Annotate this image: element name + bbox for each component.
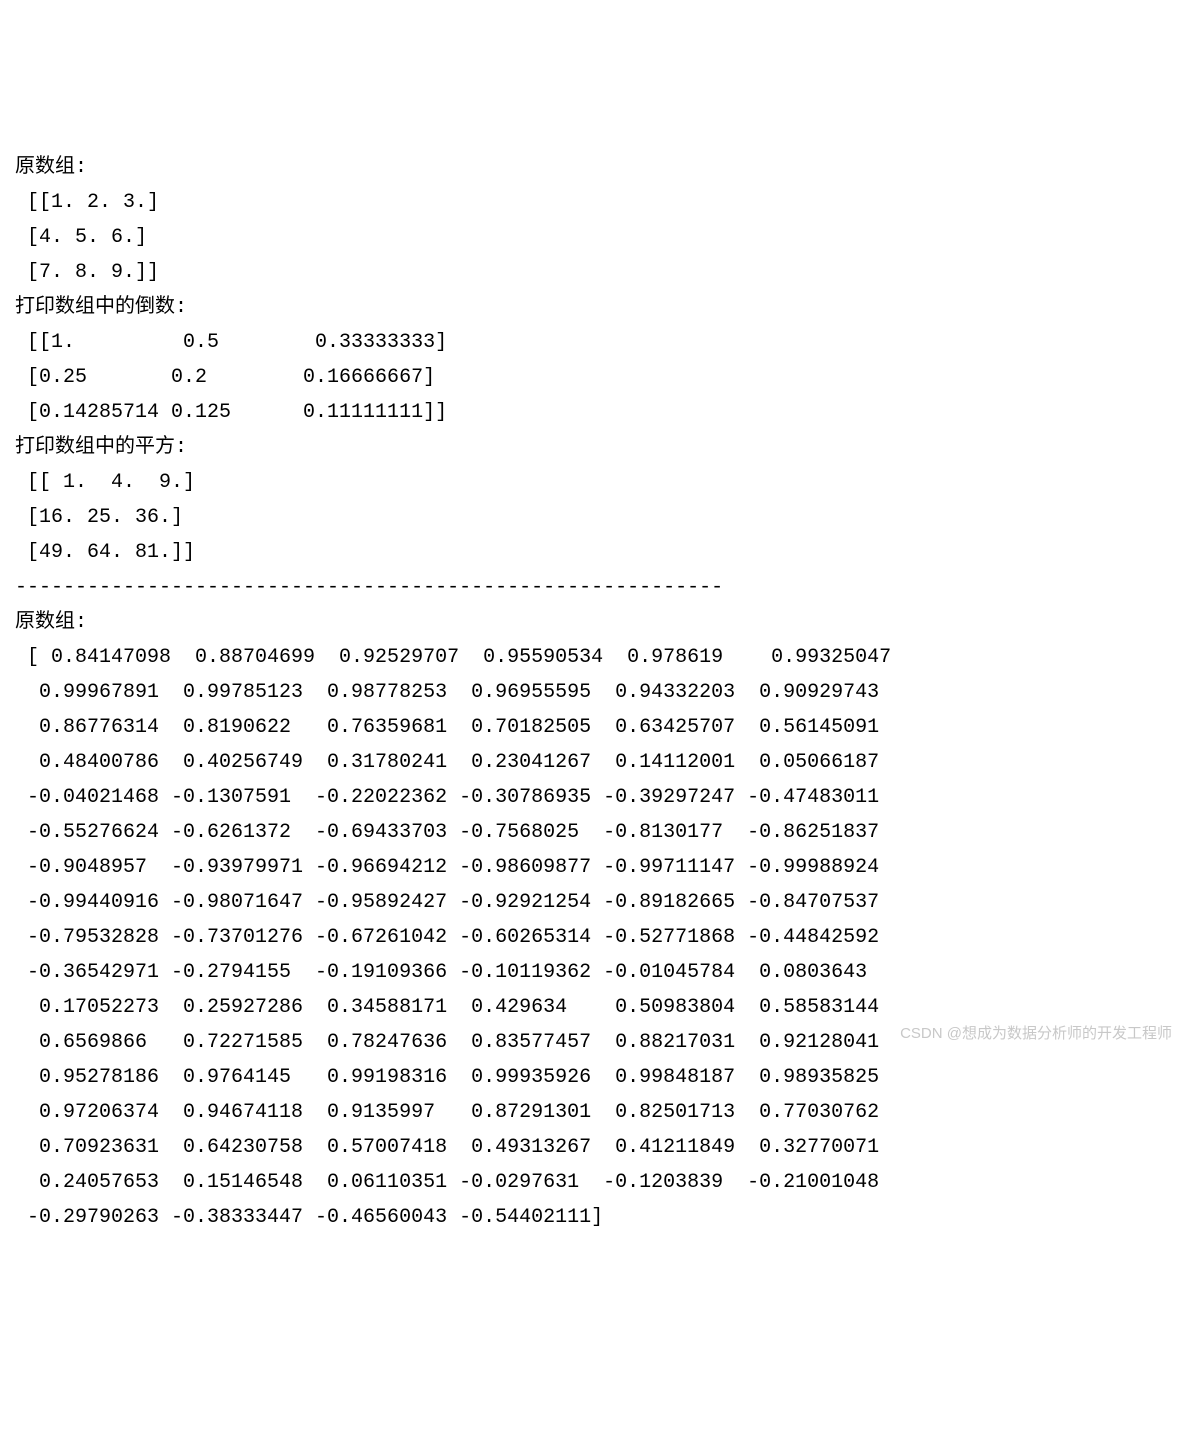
output-line: 原数组: bbox=[15, 605, 1169, 640]
output-line: [0.14285714 0.125 0.11111111]] bbox=[15, 395, 1169, 430]
output-line: ----------------------------------------… bbox=[15, 570, 1169, 605]
output-line: 0.17052273 0.25927286 0.34588171 0.42963… bbox=[15, 990, 1169, 1025]
output-line: [[ 1. 4. 9.] bbox=[15, 465, 1169, 500]
output-line: [[1. 2. 3.] bbox=[15, 185, 1169, 220]
csdn-watermark: CSDN @想成为数据分析师的开发工程师 bbox=[900, 1021, 1172, 1047]
output-line: 0.95278186 0.9764145 0.99198316 0.999359… bbox=[15, 1060, 1169, 1095]
output-line: -0.36542971 -0.2794155 -0.19109366 -0.10… bbox=[15, 955, 1169, 990]
output-line: -0.79532828 -0.73701276 -0.67261042 -0.6… bbox=[15, 920, 1169, 955]
output-line: [ 0.84147098 0.88704699 0.92529707 0.955… bbox=[15, 640, 1169, 675]
output-line: 0.70923631 0.64230758 0.57007418 0.49313… bbox=[15, 1130, 1169, 1165]
output-line: 0.99967891 0.99785123 0.98778253 0.96955… bbox=[15, 675, 1169, 710]
output-line: 0.48400786 0.40256749 0.31780241 0.23041… bbox=[15, 745, 1169, 780]
output-line: 原数组: bbox=[15, 150, 1169, 185]
output-line: -0.55276624 -0.6261372 -0.69433703 -0.75… bbox=[15, 815, 1169, 850]
output-line: 0.24057653 0.15146548 0.06110351 -0.0297… bbox=[15, 1165, 1169, 1200]
output-line: -0.99440916 -0.98071647 -0.95892427 -0.9… bbox=[15, 885, 1169, 920]
output-line: [49. 64. 81.]] bbox=[15, 535, 1169, 570]
output-line: 0.97206374 0.94674118 0.9135997 0.872913… bbox=[15, 1095, 1169, 1130]
output-line: 打印数组中的倒数: bbox=[15, 290, 1169, 325]
output-line: -0.29790263 -0.38333447 -0.46560043 -0.5… bbox=[15, 1200, 1169, 1235]
output-line: -0.9048957 -0.93979971 -0.96694212 -0.98… bbox=[15, 850, 1169, 885]
output-line: 打印数组中的平方: bbox=[15, 430, 1169, 465]
console-output: 原数组: [[1. 2. 3.] [4. 5. 6.] [7. 8. 9.]]打… bbox=[15, 150, 1169, 1235]
output-line: [[1. 0.5 0.33333333] bbox=[15, 325, 1169, 360]
output-line: [16. 25. 36.] bbox=[15, 500, 1169, 535]
output-line: -0.04021468 -0.1307591 -0.22022362 -0.30… bbox=[15, 780, 1169, 815]
output-line: [0.25 0.2 0.16666667] bbox=[15, 360, 1169, 395]
output-line: 0.86776314 0.8190622 0.76359681 0.701825… bbox=[15, 710, 1169, 745]
output-line: [7. 8. 9.]] bbox=[15, 255, 1169, 290]
output-line: [4. 5. 6.] bbox=[15, 220, 1169, 255]
